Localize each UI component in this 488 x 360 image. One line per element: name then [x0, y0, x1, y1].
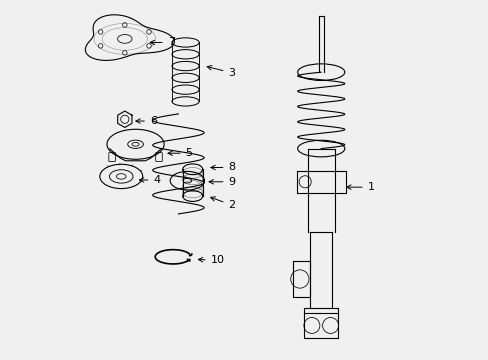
- Text: 3: 3: [207, 66, 235, 78]
- Bar: [296, 171, 345, 193]
- Text: 5: 5: [168, 148, 192, 158]
- Text: 1: 1: [346, 182, 374, 192]
- Text: 9: 9: [209, 177, 235, 187]
- Text: 2: 2: [210, 197, 235, 210]
- Text: 8: 8: [210, 162, 235, 172]
- Text: 6: 6: [136, 116, 157, 126]
- Text: 10: 10: [198, 255, 224, 265]
- Text: 7: 7: [150, 37, 175, 48]
- Text: 4: 4: [139, 175, 160, 185]
